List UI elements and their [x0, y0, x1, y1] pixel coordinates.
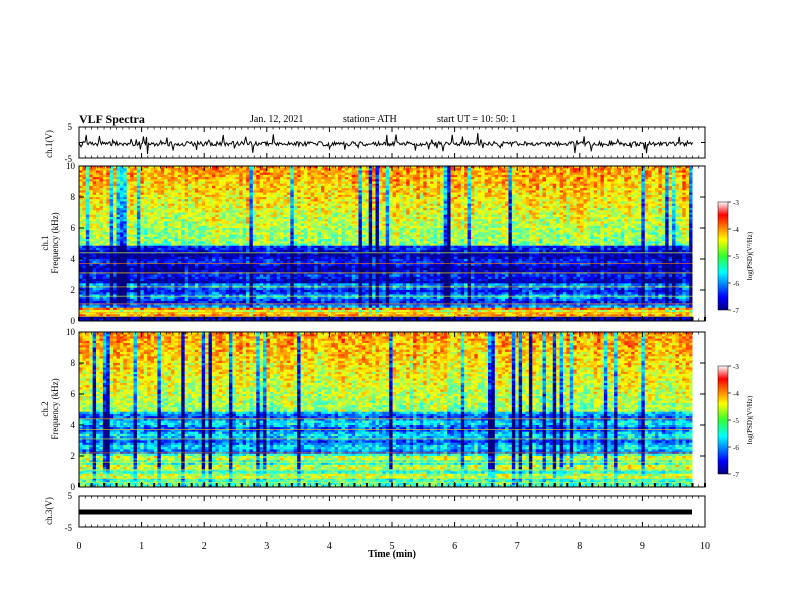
ch2-colorbar: [718, 366, 728, 474]
freq-tick-label: 2: [71, 285, 76, 295]
time-tick-label: 1: [139, 541, 144, 552]
ch3-waveform-panel: 5 -5 ch.3(V): [44, 491, 705, 533]
colorbar-tick-label: -4: [733, 226, 739, 234]
colorbar-tick-label: -6: [733, 280, 739, 288]
time-tick-label: 9: [640, 541, 645, 552]
freq-tick-label: 8: [71, 358, 76, 368]
freq-tick-label: 0: [71, 316, 76, 326]
ch2-frequency-ylabel: Frequency (kHz): [50, 378, 60, 439]
ch1-waveform-ylabel: ch.1(V): [44, 130, 54, 158]
freq-tick-label: 2: [71, 451, 76, 461]
time-tick-label: 3: [264, 541, 269, 552]
freq-tick-label: 6: [71, 389, 76, 399]
colorbar-tick-label: -5: [733, 253, 739, 261]
freq-tick-label: 10: [66, 327, 76, 337]
time-tick-label: 0: [77, 541, 82, 552]
ch2-channel-label: ch.2: [40, 401, 50, 416]
ch1-channel-label: ch.1: [40, 235, 50, 250]
colorbar-tick-label: -7: [733, 307, 739, 315]
ch1-frequency-ylabel: Frequency (kHz): [50, 212, 60, 273]
colorbar-tick-label: -7: [733, 471, 739, 479]
freq-tick-label: 10: [66, 161, 76, 171]
freq-tick-label: 6: [71, 223, 76, 233]
ch1-colorbar-label: log(PSD)(V²/Hz): [746, 231, 754, 280]
colorbar-tick-label: -5: [733, 417, 739, 425]
colorbar-tick-label: -4: [733, 390, 739, 398]
ch2-spectrogram-heatmap: [79, 332, 705, 487]
ch3-waveform-ylabel: ch.3(V): [44, 497, 54, 525]
ch1-ytick-top: 5: [68, 122, 73, 132]
colorbar-tick-label: -3: [733, 199, 739, 207]
colorbar-tick-label: -6: [733, 444, 739, 452]
ch1-waveform-panel: 5 -5 ch.1(V): [44, 122, 705, 164]
time-tick-label: 2: [202, 541, 207, 552]
time-axis-label: Time (min): [368, 549, 416, 560]
time-tick-label: 7: [515, 541, 520, 552]
freq-tick-label: 8: [71, 192, 76, 202]
colorbar-tick-label: -3: [733, 363, 739, 371]
freq-tick-label: 4: [71, 420, 76, 430]
time-tick-label: 6: [452, 541, 457, 552]
time-tick-label: 4: [327, 541, 332, 552]
time-tick-label: 8: [577, 541, 582, 552]
ch3-ytick-top: 5: [68, 491, 73, 501]
ch1-spectrogram-heatmap: [79, 166, 705, 321]
ch2-colorbar-label: log(PSD)(V²/Hz): [746, 395, 754, 444]
ch1-colorbar: [718, 202, 728, 310]
ch3-ytick-bottom: -5: [65, 523, 73, 533]
freq-tick-label: 4: [71, 254, 76, 264]
time-tick-label: 10: [700, 541, 710, 552]
